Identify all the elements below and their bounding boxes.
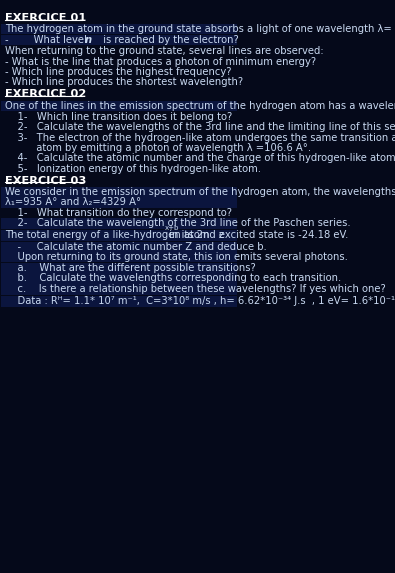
Text: The total energy of a like-hydrogen atom   z: The total energy of a like-hydrogen atom… (6, 230, 224, 241)
Text: 2-   Calculate the wavelength of the 3rd line of the Paschen series.: 2- Calculate the wavelength of the 3rd l… (6, 218, 351, 229)
Text: - Which line produces the highest frequency?: - Which line produces the highest freque… (6, 67, 232, 77)
Bar (1, 242, 237, 252)
Text: atom by emitting a photon of wavelength λ =106.6 A°.: atom by emitting a photon of wavelength … (6, 143, 312, 153)
Text: EXERCICE 02: EXERCICE 02 (6, 89, 87, 99)
Bar (1, 296, 237, 307)
Text: is reached by the electron?: is reached by the electron? (100, 35, 238, 45)
Text: 3-   The electron of the hydrogen-like atom undergoes the same transition as the: 3- The electron of the hydrogen-like ato… (6, 133, 395, 143)
Text: 1-   Which line transition does it belong to?: 1- Which line transition does it belong … (6, 112, 233, 121)
Text: One of the lines in the emission spectrum of the hydrogen atom has a wavelength : One of the lines in the emission spectru… (6, 101, 395, 111)
Text: -        What level: - What level (6, 35, 90, 45)
Text: 2-   Calculate the wavelengths of the 3rd line and the limiting line of this ser: 2- Calculate the wavelengths of the 3rd … (6, 122, 395, 132)
Bar (1, 35, 237, 45)
Text: The hydrogen atom in the ground state absorbs a light of one wavelength λ= 92.80: The hydrogen atom in the ground state ab… (6, 24, 395, 34)
Text: λ₁=935 A° and λ₂=4329 A°: λ₁=935 A° and λ₂=4329 A° (6, 197, 141, 207)
Text: 1-   What transition do they correspond to?: 1- What transition do they correspond to… (6, 208, 232, 218)
Text: When returning to the ground state, several lines are observed:: When returning to the ground state, seve… (6, 46, 324, 56)
Bar (1, 263, 237, 273)
Bar (1, 187, 237, 197)
Text: c.    Is there a relationship between these wavelengths? If yes which one?: c. Is there a relationship between these… (6, 284, 386, 294)
Bar (1, 273, 237, 284)
Bar (1, 218, 237, 229)
Bar (1, 24, 237, 34)
Bar (1, 101, 237, 111)
Bar (1, 252, 237, 262)
Text: x+b: x+b (165, 225, 179, 231)
Bar (1, 230, 237, 241)
Text: - What is the line that produces a photon of minimum energy?: - What is the line that produces a photo… (6, 57, 316, 66)
Text: EXERCICE 01: EXERCICE 01 (6, 13, 87, 23)
Text: b.    Calculate the wavelengths corresponding to each transition.: b. Calculate the wavelengths correspondi… (6, 273, 342, 284)
Text: in its 2nd excited state is -24.18 eV.: in its 2nd excited state is -24.18 eV. (166, 230, 348, 241)
Text: 4-   Calculate the atomic number and the charge of this hydrogen-like atom.: 4- Calculate the atomic number and the c… (6, 154, 395, 163)
Text: Upon returning to its ground state, this ion emits several photons.: Upon returning to its ground state, this… (6, 252, 348, 262)
Text: a.    What are the different possible transitions?: a. What are the different possible trans… (6, 263, 256, 273)
Text: Data : Rᴴ= 1.1* 10⁷ m⁻¹,  C=3*10⁸ m/s , h= 6.62*10⁻³⁴ J.s  , 1 eV= 1.6*10⁻¹⁹ J: Data : Rᴴ= 1.1* 10⁷ m⁻¹, C=3*10⁸ m/s , h… (6, 296, 395, 306)
Text: -     Calculate the atomic number Z and deduce b.: - Calculate the atomic number Z and dedu… (6, 242, 267, 252)
Text: We consider in the emission spectrum of the hydrogen atom, the wavelengths:: We consider in the emission spectrum of … (6, 187, 395, 197)
Bar (1, 197, 237, 207)
Text: 5-   Ionization energy of this hydrogen-like atom.: 5- Ionization energy of this hydrogen-li… (6, 164, 261, 174)
Text: EXERCICE 03: EXERCICE 03 (6, 175, 87, 186)
Text: n: n (85, 35, 92, 45)
Bar (1, 284, 237, 295)
Text: - Which line produces the shortest wavelength?: - Which line produces the shortest wavel… (6, 77, 244, 87)
